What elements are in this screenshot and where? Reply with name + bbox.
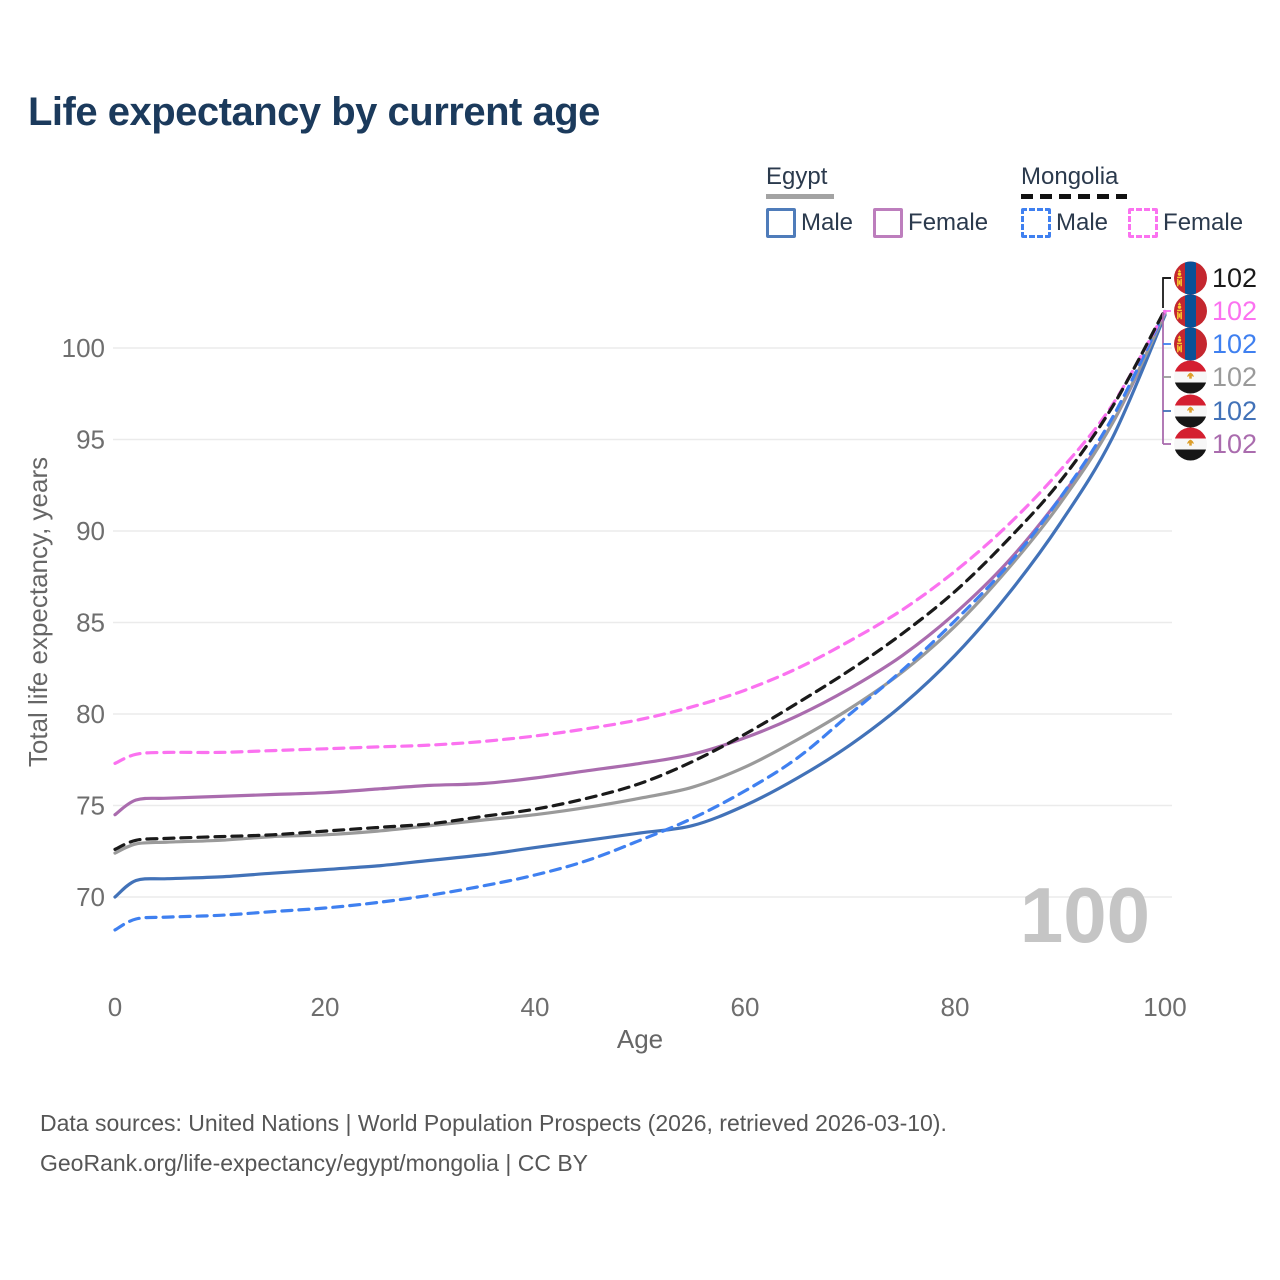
x-tick-80: 80 (941, 992, 970, 1022)
legend-underline-egypt-solid-line (766, 194, 834, 199)
y-tick-90: 90 (76, 516, 105, 546)
x-tick-20: 20 (311, 992, 340, 1022)
legend-group-egypt: Egypt Male Female (766, 163, 988, 238)
series-line-egypt-female[interactable] (113, 313, 1167, 817)
y-tick-95: 95 (76, 425, 105, 455)
y-tick-70: 70 (76, 882, 105, 912)
series-line-egypt-male[interactable] (113, 313, 1167, 899)
end-value-mongolia: 102 (1212, 263, 1257, 293)
y-axis-title: Total life expectancy, years (23, 457, 53, 767)
flag-egypt-icon (1174, 395, 1207, 428)
gridlines (113, 347, 1172, 898)
leader-line-top (1162, 277, 1171, 308)
end-value-egypt-male: 102 (1212, 396, 1257, 426)
flag-mongolia-icon (1174, 328, 1207, 361)
y-tick-75: 75 (76, 791, 105, 821)
x-tick-100: 100 (1143, 992, 1186, 1022)
series-line-egypt[interactable] (113, 311, 1167, 855)
hover-age-watermark: 100 (1020, 871, 1150, 959)
end-value-mongolia-female: 102 (1212, 296, 1257, 326)
end-label-leader-lines (1162, 277, 1171, 445)
flag-egypt-icon (1174, 361, 1207, 394)
flag-egypt-icon (1174, 428, 1207, 461)
legend-country-mongolia[interactable]: Mongolia (1021, 163, 1119, 190)
legend-label-mongolia-male[interactable]: Male (1056, 209, 1109, 236)
legend-country-egypt[interactable]: Egypt (766, 163, 828, 190)
series-line-mongolia[interactable] (113, 308, 1167, 851)
legend-swatch-mongolia-male[interactable] (1021, 208, 1051, 238)
legend-label-egypt-male[interactable]: Male (801, 209, 854, 236)
legend-swatch-egypt-female[interactable] (873, 208, 904, 238)
legend-swatch-mongolia-female[interactable] (1128, 208, 1159, 238)
y-tick-100: 100 (62, 333, 105, 363)
legend-label-mongolia-female[interactable]: Female (1163, 209, 1244, 236)
page-title: Life expectancy by current age (28, 90, 600, 134)
legend-group-mongolia: Mongolia Male Female (1021, 163, 1243, 238)
end-value-egypt-female: 102 (1212, 429, 1257, 459)
legend-swatch-egypt-male[interactable] (766, 208, 796, 238)
x-tick-0: 0 (108, 992, 122, 1022)
legend-label-egypt-female[interactable]: Female (908, 209, 989, 236)
flag-mongolia-icon (1174, 295, 1207, 328)
series-line-mongolia-female[interactable] (113, 309, 1167, 765)
attribution-link[interactable]: GeoRank.org/life-expectancy/egypt/mongol… (40, 1150, 589, 1176)
x-axis-title: Age (617, 1024, 663, 1054)
legend-underline-mongolia-dashed-line (1021, 194, 1127, 199)
flag-mongolia-icon (1174, 262, 1207, 295)
x-tick-60: 60 (731, 992, 760, 1022)
x-axis-ticks: 0 20 40 60 80 100 (108, 992, 1187, 1022)
end-value-mongolia-male: 102 (1212, 329, 1257, 359)
series-lines (113, 308, 1167, 932)
y-axis-ticks: 70 75 80 85 90 95 100 (62, 333, 105, 912)
end-value-egypt: 102 (1212, 362, 1257, 392)
x-tick-40: 40 (521, 992, 550, 1022)
series-line-mongolia-male[interactable] (113, 309, 1167, 932)
y-tick-80: 80 (76, 699, 105, 729)
y-tick-85: 85 (76, 608, 105, 638)
data-sources-note: Data sources: United Nations | World Pop… (40, 1110, 947, 1136)
